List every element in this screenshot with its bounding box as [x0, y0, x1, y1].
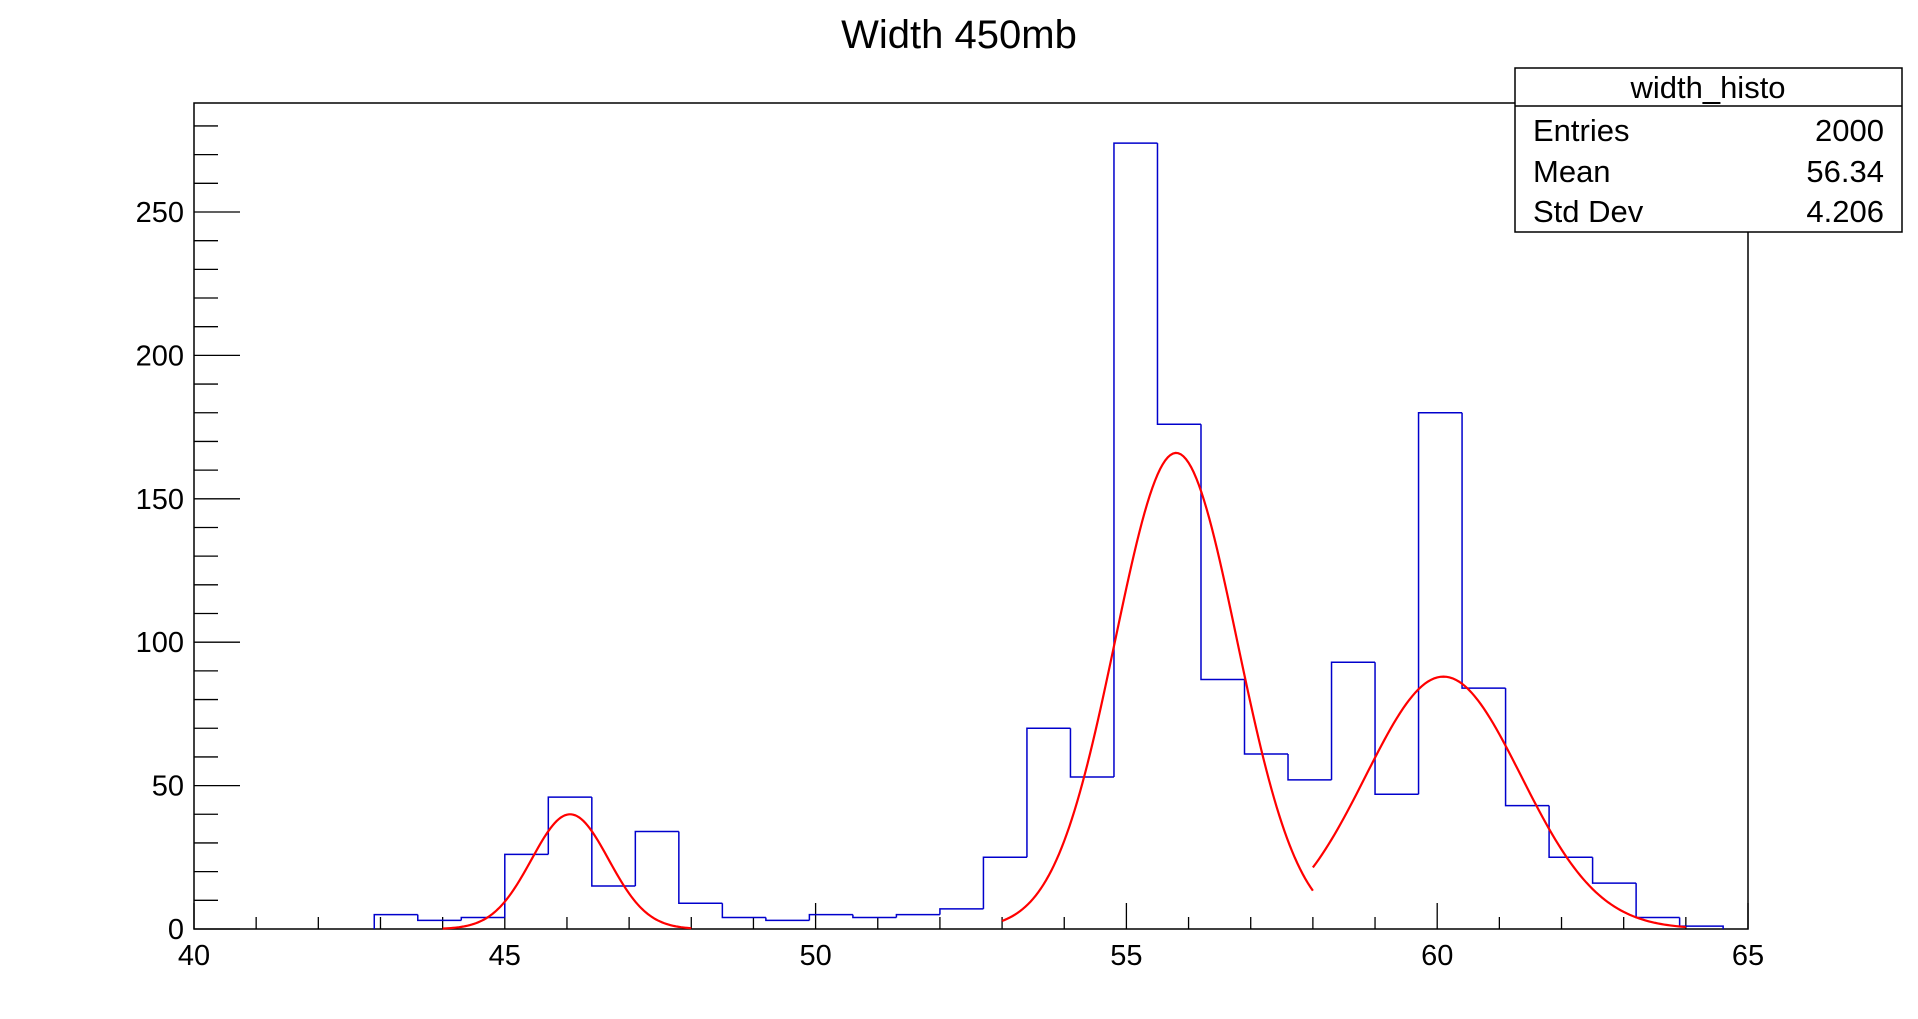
stats-box-frame	[1514, 67, 1903, 233]
stats-stddev-label: Std Dev	[1533, 194, 1644, 229]
x-tick-label: 50	[799, 940, 831, 972]
histogram-bin	[895, 913, 940, 918]
histogram-bin	[678, 831, 723, 904]
y-tick-label: 100	[136, 627, 184, 659]
gaussian-fit-curve	[1311, 675, 1686, 929]
stats-box: width_histo Entries 2000 Mean 56.34 Std …	[1514, 67, 1903, 233]
y-tick-label: 0	[168, 914, 184, 946]
plot-frame	[193, 102, 1749, 930]
stats-mean-label: Mean	[1533, 154, 1611, 189]
x-tick-label: 40	[178, 940, 210, 972]
histogram-bin	[634, 830, 679, 886]
histogram-bin	[1330, 661, 1376, 780]
histogram-bin	[1548, 805, 1593, 859]
histogram-bin	[765, 917, 810, 922]
histogram-bin	[1200, 424, 1245, 681]
histogram-bin	[1374, 662, 1419, 795]
histogram-bin	[721, 903, 766, 919]
histogram-bin	[504, 853, 549, 918]
histogram-bin	[1461, 412, 1506, 689]
gaussian-fit-curve	[1001, 451, 1314, 922]
x-axis: 40 45 50 55 60 65	[178, 903, 1764, 972]
histogram-bin	[1678, 917, 1724, 929]
y-tick-label: 150	[136, 484, 184, 516]
histogram-bin	[982, 856, 1027, 909]
stats-stddev-value: 4.206	[1806, 194, 1884, 229]
x-tick-label: 65	[1732, 940, 1764, 972]
histogram-bin	[373, 913, 418, 929]
histogram-bin	[547, 796, 592, 855]
histogram-bin	[1026, 727, 1071, 858]
fit-curves	[442, 451, 1686, 930]
histogram-bin	[460, 916, 505, 921]
histogram-bin	[1113, 142, 1158, 777]
y-axis: 0 50 100 150 200 250	[136, 125, 240, 946]
histogram-bin	[417, 914, 462, 922]
histogram-bin	[1504, 688, 1550, 807]
histogram-bin	[1243, 679, 1289, 755]
histogram-bin	[591, 797, 636, 887]
histogram-bin	[1635, 883, 1680, 919]
histogram-bin	[1417, 412, 1463, 795]
histogram-bin	[939, 908, 984, 915]
histogram-bin	[1069, 728, 1114, 778]
gaussian-fit-curve	[442, 813, 692, 930]
histogram-bin	[1287, 754, 1332, 781]
histogram-bin	[1156, 143, 1201, 425]
y-tick-label: 50	[152, 771, 184, 803]
histogram-bin	[852, 914, 897, 919]
x-tick-label: 45	[489, 940, 521, 972]
chart-title: Width 450mb	[841, 13, 1077, 57]
stats-box-title: width_histo	[1629, 70, 1785, 105]
stats-entries-label: Entries	[1533, 113, 1629, 148]
stats-mean-value: 56.34	[1806, 154, 1884, 189]
histogram-bin	[1591, 857, 1637, 884]
x-tick-label: 60	[1421, 940, 1453, 972]
histogram-bin	[808, 913, 853, 921]
stats-entries-value: 2000	[1815, 113, 1884, 148]
histogram-series	[373, 142, 1724, 929]
y-tick-label: 200	[136, 340, 184, 372]
y-tick-label: 250	[136, 197, 184, 229]
x-tick-label: 55	[1110, 940, 1142, 972]
